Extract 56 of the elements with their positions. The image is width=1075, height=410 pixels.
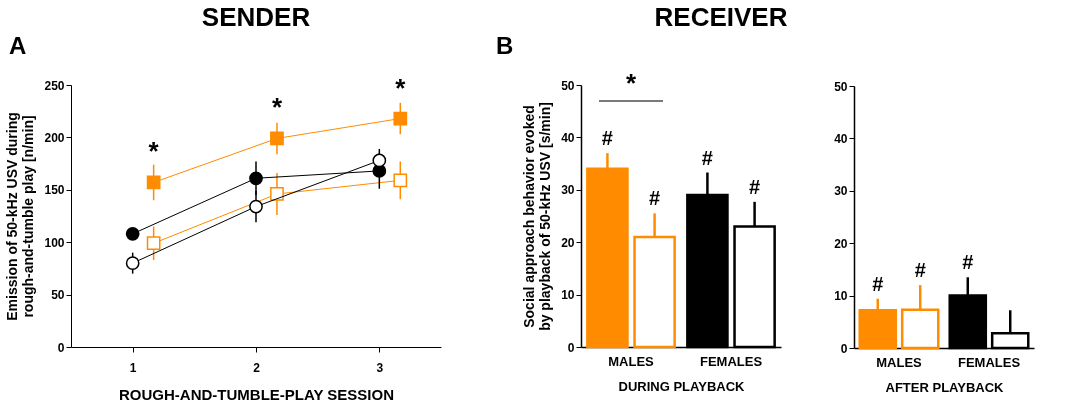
y-tick-label: 0 (57, 340, 65, 355)
y-tick-label: 10 (834, 289, 848, 304)
y-tick-label: 0 (567, 340, 575, 355)
y-tick-label: 150 (44, 183, 65, 198)
x-tick-label: 1 (129, 360, 137, 375)
x-tick-label: 2 (253, 360, 261, 375)
x-tick-label: FEMALES (957, 354, 1021, 370)
text: A (9, 32, 27, 59)
y-tick-label: 40 (834, 131, 848, 146)
chart-title: SENDER (201, 2, 311, 32)
annotation: * (271, 92, 283, 123)
point (270, 187, 284, 201)
point (372, 153, 387, 168)
data-label: # (872, 272, 884, 295)
y-tick-label: 10 (561, 288, 575, 303)
point (146, 236, 161, 251)
y-tick-label: 250 (44, 78, 65, 93)
x-tick-label: MALES (876, 354, 923, 370)
y-tick-label: 20 (561, 235, 575, 250)
y-tick-label: 0 (840, 341, 848, 356)
point (125, 226, 140, 241)
point (146, 175, 161, 190)
annotation: * (148, 136, 160, 167)
point (393, 111, 408, 126)
y-tick-label: 40 (561, 130, 575, 145)
y-tick-label: 100 (44, 235, 65, 250)
annotation: * (625, 68, 637, 98)
x-tick-label: 3 (376, 360, 384, 375)
point (125, 256, 140, 271)
data-label: # (601, 127, 613, 150)
x-axis-title: ROUGH-AND-TUMBLE-PLAY SESSION (118, 385, 395, 403)
data-label: # (749, 175, 761, 198)
y-tick-label: 30 (834, 184, 848, 199)
y-tick-label: 50 (834, 79, 848, 94)
point (249, 171, 263, 186)
y-axis-title: Emission of 50-kHz USV during rough-and-tumble play [n/min] (4, 112, 37, 321)
data-label: # (701, 146, 713, 169)
x-tick-label: MALES (608, 353, 655, 369)
y-tick-label: 30 (561, 183, 575, 198)
y-tick-label: 20 (834, 236, 848, 251)
annotation: * (395, 72, 407, 103)
data-label: # (962, 251, 974, 274)
point (270, 131, 284, 146)
y-tick-label: 50 (51, 288, 65, 303)
y-axis-title: Social approach behavior evoked by playback of 50-kHz USV [s/min] (521, 102, 554, 331)
x-axis-title: DURING PLAYBACK (618, 378, 746, 394)
y-tick-label: 200 (44, 130, 65, 145)
x-axis-title: AFTER PLAYBACK (885, 379, 1005, 395)
y-tick-label: 50 (561, 78, 575, 93)
data-label: # (914, 259, 926, 282)
point (393, 173, 408, 188)
data-label: # (649, 187, 661, 210)
x-tick-label: FEMALES (699, 353, 763, 369)
point (249, 199, 263, 214)
text: B (496, 32, 514, 59)
chart-title: RECEIVER (654, 2, 788, 32)
